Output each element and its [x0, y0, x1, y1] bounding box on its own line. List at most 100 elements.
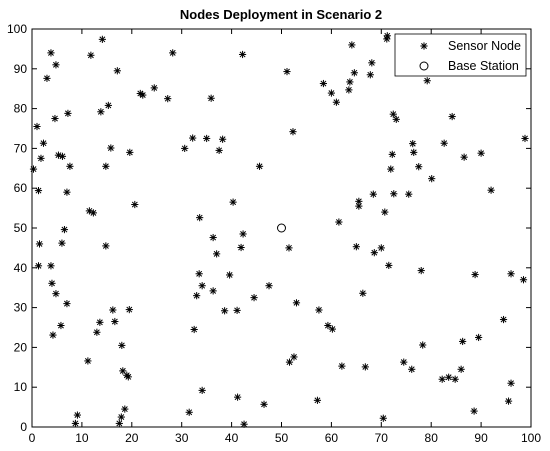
sensor-node-point [471, 270, 479, 279]
sensor-node-point [66, 162, 74, 170]
legend-sensor-node-label: Sensor Node [448, 39, 521, 53]
sensor-node-point [470, 407, 478, 415]
sensor-node-point [477, 149, 485, 157]
legend-base-station-label: Base Station [448, 59, 519, 73]
sensor-node-point [213, 250, 221, 258]
sensor-node-point [390, 190, 398, 198]
sensor-node-point [169, 49, 177, 57]
sensor-node-point [237, 243, 245, 252]
sensor-node-point [381, 208, 389, 216]
sensor-node-point [507, 379, 515, 387]
sensor-node-point [109, 306, 117, 314]
sensor-node-point [115, 419, 123, 428]
axis-ticks: 0 10 20 30 40 50 60 70 80 90 100 0 10 20 30 40 50 60 70 80 9… [7, 22, 541, 445]
sensor-node-point [185, 408, 193, 416]
sensor-node-point [410, 148, 418, 156]
y-tick-label: 70 [14, 141, 28, 155]
sensor-node-point [181, 144, 189, 152]
sensor-node-point [448, 112, 456, 121]
sensor-node-point [388, 150, 396, 158]
y-tick-label: 30 [14, 301, 28, 315]
sensor-node-point [209, 287, 217, 295]
sensor-node-point [43, 74, 51, 82]
x-tick-label: 90 [474, 431, 488, 445]
sensor-node-point [164, 95, 172, 103]
y-tick-label: 0 [20, 420, 27, 434]
sensor-node-point [102, 242, 110, 250]
sensor-node-point [73, 411, 82, 419]
x-tick-label: 0 [29, 431, 36, 445]
sensor-node-point [58, 152, 67, 160]
y-tick-label: 20 [14, 340, 28, 354]
sensor-node-point [238, 50, 247, 59]
y-tick-label: 60 [14, 181, 28, 195]
sensor-node-point [285, 244, 293, 252]
sensor-node-point [125, 305, 133, 314]
sensor-node-point [366, 71, 374, 79]
sensor-node-point [35, 240, 44, 248]
sensor-node-point [124, 373, 132, 381]
sensor-node-point [521, 134, 529, 143]
x-tick-label: 50 [275, 431, 289, 445]
sensor-node-point [71, 419, 80, 428]
legend-base-station-marker [419, 61, 429, 71]
sensor-node-point [335, 218, 343, 226]
sensor-node-point [48, 279, 56, 287]
sensor-node-point [195, 270, 203, 278]
sensor-node-point [255, 162, 264, 170]
sensor-node-point [328, 325, 336, 333]
sensor-node-point [319, 79, 328, 88]
base-station-point [277, 223, 286, 233]
sensor-node-point [419, 341, 427, 349]
sensor-node-point [415, 163, 423, 171]
sensor-node-point [389, 110, 397, 118]
sensor-node-point [39, 139, 48, 147]
y-tick-label: 50 [14, 221, 28, 235]
sensor-node-point [96, 318, 104, 326]
sensor-node-point [457, 365, 465, 373]
sensor-node-point [260, 400, 268, 408]
legend: Sensor Node Base Station [394, 33, 527, 77]
sensor-node-point [126, 148, 134, 156]
sensor-node-point [265, 282, 273, 290]
sensor-node-point [451, 375, 459, 383]
sensor-node-point [233, 306, 241, 314]
x-tick-label: 30 [175, 431, 189, 445]
sensor-node-point [37, 154, 45, 162]
sensor-node-point [111, 317, 119, 326]
sensor-node-point [203, 134, 211, 143]
sensor-node-point [87, 51, 95, 59]
sensor-node-point [417, 266, 425, 275]
sensor-node-point [352, 243, 360, 251]
sensor-node-point [207, 94, 215, 102]
sensor-node-point [369, 190, 377, 198]
sensor-node-point [475, 333, 483, 342]
legend-sensor-node-marker [420, 42, 428, 50]
sensor-node-point [198, 282, 206, 290]
sensor-node-point [98, 35, 106, 43]
sensor-node-point [387, 165, 395, 173]
sensor-node-point [409, 140, 417, 148]
sensor-node-point [63, 188, 71, 196]
sensor-node-point [57, 321, 65, 330]
sensor-node-point [198, 386, 206, 394]
sensor-node-point [440, 139, 448, 147]
sensor-node-point [359, 289, 367, 297]
x-tick-label: 100 [521, 431, 541, 445]
sensor-node-point [377, 244, 385, 252]
sensor-node-point [408, 365, 416, 373]
sensor-node-point [285, 358, 294, 366]
sensor-node-point [370, 249, 378, 257]
sensor-node-point [33, 122, 41, 131]
sensor-node-point [215, 146, 223, 154]
sensor-node-point [438, 375, 446, 383]
sensor-node-point [219, 135, 227, 143]
sensor-node-point [104, 101, 112, 110]
sensor-node-point [47, 49, 55, 57]
sensor-node-point [250, 294, 258, 302]
sensor-node-point [139, 91, 147, 99]
sensor-node-point [34, 262, 43, 270]
sensor-node-point [118, 341, 126, 350]
sensor-node-point [355, 202, 363, 210]
